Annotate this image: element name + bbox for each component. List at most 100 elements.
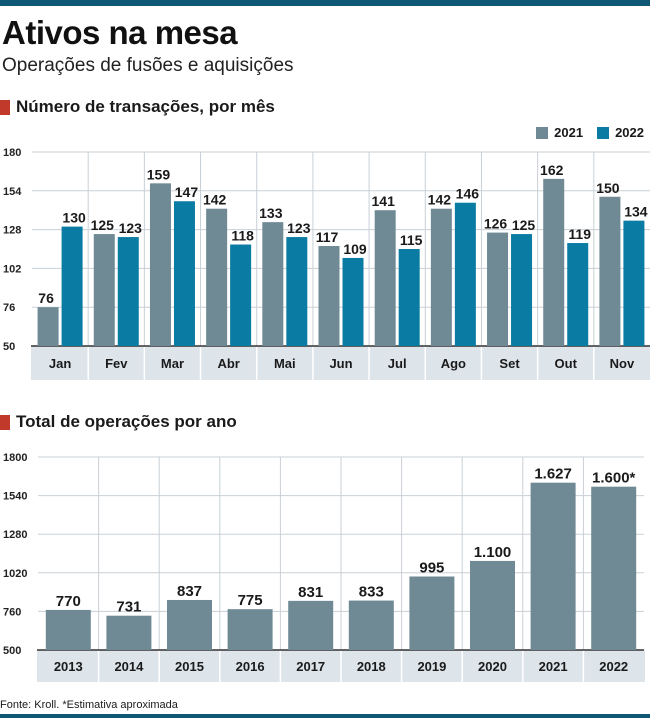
data-label-total-2013: 770 xyxy=(56,593,81,610)
bar-2022-Out xyxy=(567,243,589,346)
data-label-2022-Ago: 146 xyxy=(456,186,480,202)
data-label-total-2019: 995 xyxy=(419,560,444,577)
bar-total-2013 xyxy=(45,609,91,650)
data-label-2022-Set: 125 xyxy=(512,217,536,233)
bar-total-2014 xyxy=(106,615,152,650)
bar-2021-Fev xyxy=(93,234,115,346)
legend-label-2021: 2021 xyxy=(554,125,584,140)
y-tick-label: 128 xyxy=(3,225,21,237)
y-tick-label: 154 xyxy=(3,186,22,198)
y-tick-label: 760 xyxy=(3,606,21,618)
page-title: Ativos na mesa xyxy=(2,14,238,51)
source-note: Fonte: Kroll. *Estimativa aproximada xyxy=(0,699,178,711)
data-label-2021-Nov: 150 xyxy=(596,180,620,196)
data-label-2021-Fev: 125 xyxy=(91,217,115,233)
page-subtitle: Operações de fusões e aquisições xyxy=(2,55,294,76)
data-label-2022-Out: 119 xyxy=(568,226,591,242)
bar-2022-Fev xyxy=(117,237,139,346)
x-tick-label: Ago xyxy=(441,356,466,371)
data-label-2021-Jul: 141 xyxy=(372,193,396,209)
legend-item-2021: 2021 xyxy=(536,125,583,140)
data-label-2022-Jun: 109 xyxy=(343,241,367,257)
bar-total-2021 xyxy=(530,482,576,650)
bar-2021-Ago xyxy=(430,208,452,346)
yearly-bar-chart: 500 760 1020 1280 1540 1800 2013 770 2014 731 2015… xyxy=(3,452,645,682)
x-tick-label: 2021 xyxy=(539,659,568,674)
x-tick-label: Mai xyxy=(274,356,296,371)
data-label-2022-Jan: 130 xyxy=(62,210,86,226)
legend-label-2022: 2022 xyxy=(615,125,644,140)
bar-2022-Ago xyxy=(454,202,476,346)
data-label-2022-Nov: 134 xyxy=(624,204,648,220)
bar-2022-Mai xyxy=(286,237,308,346)
y-tick-label: 50 xyxy=(3,341,15,353)
data-label-total-2015: 837 xyxy=(177,583,202,600)
y-tick-label: 102 xyxy=(3,263,21,275)
x-tick-label: 2020 xyxy=(478,659,507,674)
data-label-2021-Jan: 76 xyxy=(38,290,54,306)
bar-2022-Set xyxy=(511,234,533,346)
bar-total-2019 xyxy=(409,576,455,650)
bar-2022-Mar xyxy=(173,201,195,346)
x-tick-label: Jan xyxy=(49,356,71,371)
x-tick-label: 2018 xyxy=(357,659,386,674)
bar-total-2022 xyxy=(591,486,637,650)
bar-2022-Jul xyxy=(398,249,420,346)
x-tick-label: Fev xyxy=(105,356,128,371)
y-tick-label: 180 xyxy=(3,147,21,159)
monthly-section-header: Número de transações, por mês xyxy=(0,96,275,118)
data-label-2021-Mai: 133 xyxy=(259,205,283,221)
data-label-total-2016: 775 xyxy=(238,592,263,609)
section-marker-icon xyxy=(0,414,10,430)
data-label-2022-Mar: 147 xyxy=(175,184,199,200)
bar-2021-Jun xyxy=(318,246,340,346)
x-tick-label: Mar xyxy=(161,356,184,371)
legend-item-2022: 2022 xyxy=(597,125,644,140)
x-tick-label: 2022 xyxy=(599,659,628,674)
x-tick-label: 2016 xyxy=(236,659,265,674)
bar-2021-Set xyxy=(487,232,509,346)
x-tick-label: 2017 xyxy=(296,659,325,674)
x-tick-label: Abr xyxy=(217,356,239,371)
data-label-total-2022: 1.600* xyxy=(592,470,636,487)
data-label-2021-Abr: 142 xyxy=(203,192,227,208)
y-tick-label: 500 xyxy=(3,645,21,657)
bar-2021-Mar xyxy=(149,183,171,346)
bar-2021-Nov xyxy=(599,196,621,346)
data-label-2022-Mai: 123 xyxy=(287,220,311,236)
bar-2022-Jan xyxy=(61,226,83,346)
x-tick-label: Jun xyxy=(329,356,352,371)
x-tick-label: Set xyxy=(499,356,520,371)
data-label-2021-Set: 126 xyxy=(484,216,508,232)
y-tick-label: 1280 xyxy=(3,529,27,541)
bar-total-2018 xyxy=(348,600,394,650)
bar-2021-Jul xyxy=(374,210,396,346)
bar-2022-Abr xyxy=(230,244,252,346)
bar-2021-Abr xyxy=(206,208,228,346)
data-label-2022-Jul: 115 xyxy=(400,232,423,248)
chart-legend: 2021 2022 xyxy=(522,125,644,140)
x-tick-label: 2015 xyxy=(175,659,204,674)
bar-total-2015 xyxy=(167,599,212,650)
data-label-total-2018: 833 xyxy=(359,584,384,601)
data-label-2022-Fev: 123 xyxy=(119,220,143,236)
monthly-chart-title: Número de transações, por mês xyxy=(16,97,275,116)
section-marker-icon xyxy=(0,99,10,115)
legend-swatch-2022-icon xyxy=(597,126,610,139)
data-label-total-2020: 1.100 xyxy=(474,544,512,561)
yearly-section-header: Total de operações por ano xyxy=(0,411,237,433)
x-tick-label: Nov xyxy=(610,356,635,371)
yearly-chart-title: Total de operações por ano xyxy=(16,412,237,431)
x-tick-label: 2019 xyxy=(417,659,446,674)
data-label-2022-Abr: 118 xyxy=(231,228,254,244)
x-tick-label: Jul xyxy=(388,356,407,371)
bar-2021-Mai xyxy=(262,222,284,346)
bar-total-2016 xyxy=(227,609,273,650)
top-accent-bar xyxy=(0,0,650,6)
data-label-2021-Mar: 159 xyxy=(147,166,171,182)
data-label-total-2014: 731 xyxy=(116,599,141,616)
y-tick-label: 1020 xyxy=(3,568,27,580)
data-label-total-2021: 1.627 xyxy=(534,466,572,483)
y-tick-label: 1540 xyxy=(3,491,27,503)
